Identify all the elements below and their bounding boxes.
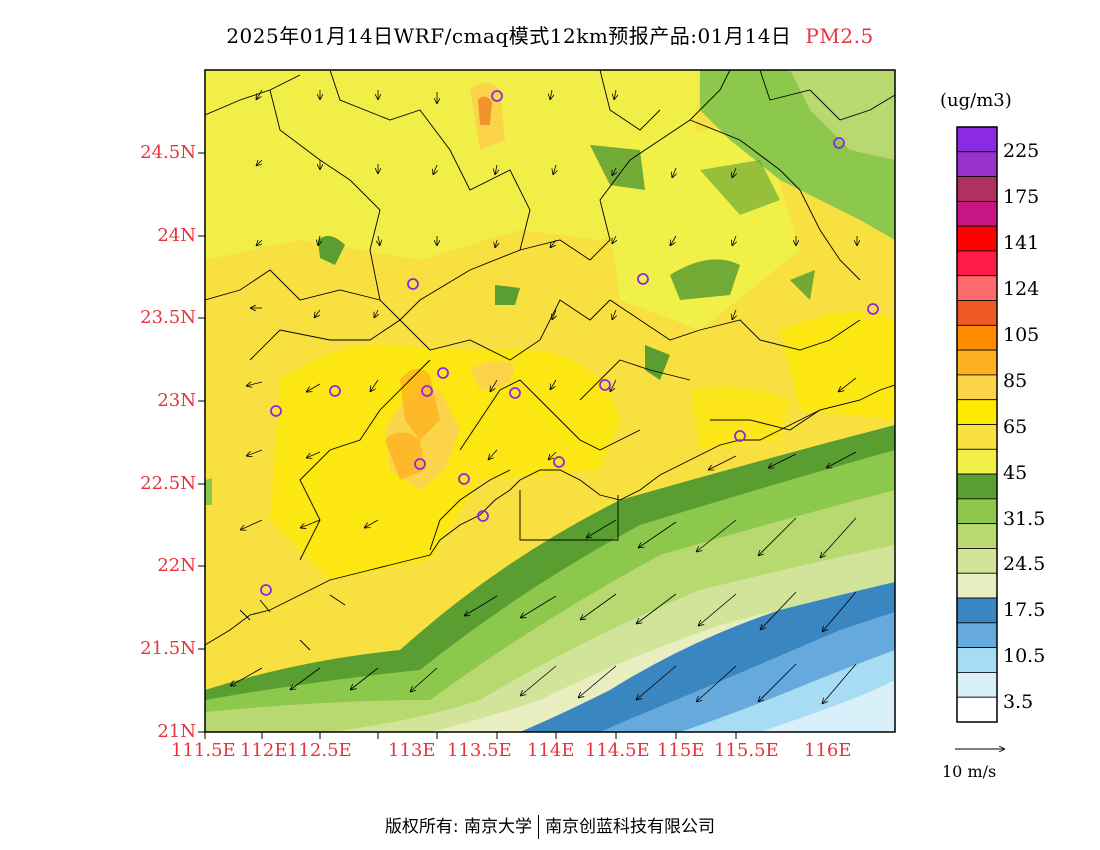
colorbar-swatch — [956, 548, 998, 574]
concentration-field — [205, 70, 895, 732]
colorbar-label: 105 — [1003, 324, 1040, 346]
colorbar-label: 24.5 — [1003, 553, 1046, 575]
colorbar-swatch — [956, 225, 998, 252]
monitoring-stations — [260, 90, 879, 596]
lat-label: 22N — [157, 555, 196, 576]
colorbar-swatch — [956, 696, 998, 723]
wind-reference-label: 10 m/s — [942, 762, 997, 781]
pollutant-label: PM2.5 — [805, 24, 874, 48]
colorbar-swatch — [956, 126, 998, 153]
colorbar-label: 85 — [1003, 370, 1028, 392]
unit-label: (ug/m3) — [940, 90, 1012, 111]
colorbar — [956, 126, 998, 723]
lon-label: 113.5E — [447, 740, 512, 761]
lon-label: 115E — [657, 740, 705, 761]
lon-label: 114.5E — [585, 740, 650, 761]
lon-label: 112E — [240, 740, 288, 761]
lat-label: 22.5N — [140, 473, 196, 494]
colorbar-swatch — [956, 424, 998, 450]
lat-label: 24N — [157, 225, 196, 246]
colorbar-swatch — [956, 498, 998, 525]
lat-label: 21.5N — [140, 638, 196, 659]
colorbar-swatch — [956, 324, 998, 351]
colorbar-swatch — [956, 374, 998, 401]
colorbar-label: 175 — [1003, 186, 1040, 208]
colorbar-label: 65 — [1003, 416, 1028, 438]
lon-label: 112.5E — [287, 740, 352, 761]
colorbar-label: 141 — [1003, 232, 1040, 254]
colorbar-swatch — [956, 672, 998, 698]
boundary-lines — [205, 70, 895, 651]
lon-label: 115.5E — [714, 740, 779, 761]
colorbar-swatch — [956, 151, 998, 177]
chart-title: 2025年01月14日WRF/cmaq模式12km预报产品:01月14日 PM2.… — [0, 20, 1100, 49]
lon-label: 113E — [388, 740, 436, 761]
colorbar-swatch — [956, 622, 998, 649]
colorbar-label: 31.5 — [1003, 508, 1046, 530]
lon-label: 116E — [804, 740, 852, 761]
colorbar-label: 17.5 — [1003, 599, 1046, 621]
copyright-left: 版权所有: 南京大学 — [384, 817, 533, 837]
colorbar-swatch — [956, 250, 998, 277]
colorbar-swatch — [956, 597, 998, 624]
lat-label: 23N — [157, 390, 196, 411]
lat-label: 21N — [157, 721, 196, 742]
lon-label: 111.5E — [171, 740, 236, 761]
colorbar-swatch — [956, 300, 998, 326]
colorbar-label: 124 — [1003, 278, 1040, 300]
copyright-right: 南京创蓝科技有限公司 — [545, 817, 716, 837]
colorbar-swatch — [956, 473, 998, 500]
wind-arrows — [230, 89, 857, 704]
colorbar-swatch — [956, 349, 998, 376]
colorbar-swatch — [956, 647, 998, 673]
colorbar-swatch — [956, 572, 998, 599]
lat-label: 24.5N — [140, 142, 196, 163]
colorbar-swatch — [956, 275, 998, 301]
colorbar-label: 45 — [1003, 462, 1028, 484]
colorbar-swatch — [956, 176, 998, 202]
colorbar-label: 225 — [1003, 140, 1040, 162]
copyright-footer: 版权所有: 南京大学 南京创蓝科技有限公司 — [0, 812, 1100, 839]
colorbar-label: 10.5 — [1003, 645, 1046, 667]
title-text: 2025年01月14日WRF/cmaq模式12km预报产品:01月14日 — [226, 24, 792, 48]
colorbar-swatch — [956, 200, 998, 227]
footer-divider — [538, 815, 540, 839]
colorbar-swatch — [956, 448, 998, 475]
axis-ticks — [198, 152, 737, 739]
lon-label: 114E — [527, 740, 575, 761]
colorbar-swatch — [956, 399, 998, 425]
lat-label: 23.5N — [140, 307, 196, 328]
colorbar-label: 3.5 — [1003, 691, 1034, 713]
colorbar-swatch — [956, 523, 998, 549]
colorbar-frame — [956, 126, 998, 723]
